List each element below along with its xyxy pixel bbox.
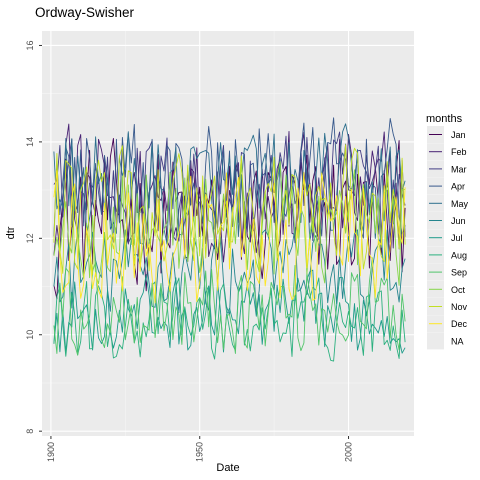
x-axis-title: Date: [216, 462, 239, 474]
series-lines: [53, 117, 406, 362]
legend-label-dec: Dec: [451, 319, 468, 329]
x-tick-label: 1950: [195, 442, 205, 462]
y-tick-label: 10: [25, 330, 35, 340]
legend-label-oct: Oct: [451, 285, 466, 295]
y-tick-label: 14: [25, 137, 35, 147]
legend-label-sep: Sep: [451, 268, 467, 278]
legend-label-feb: Feb: [451, 147, 467, 157]
y-tick-label: 12: [25, 233, 35, 243]
legend-label-na: NA: [451, 336, 464, 346]
legend-label-jun: Jun: [451, 216, 466, 226]
legend-items: Jan Feb Mar Apr May Jun Jul Aug Sep Oct Nov Dec NA: [427, 126, 469, 350]
chart-title: Ordway-Swisher: [35, 5, 135, 20]
series-line-aug: [53, 277, 406, 362]
y-axis-title: dtr: [5, 226, 17, 239]
x-axis-ticks: 1900 1950 2000: [46, 436, 354, 462]
y-axis-ticks: 8 10 12 14 16: [25, 40, 42, 434]
legend-key: [427, 332, 444, 350]
legend-label-nov: Nov: [451, 302, 468, 312]
series-line-jan: [53, 138, 406, 300]
y-tick-label: 8: [25, 429, 35, 434]
legend-label-jul: Jul: [451, 233, 463, 243]
x-tick-label: 1900: [46, 442, 56, 462]
legend-label-mar: Mar: [451, 164, 467, 174]
legend-label-jan: Jan: [451, 130, 466, 140]
series-line-dec: [53, 170, 406, 304]
legend-label-apr: Apr: [451, 182, 465, 192]
y-tick-label: 16: [25, 40, 35, 50]
legend: months Jan Feb Mar Apr May Jun Jul Aug Sep Oct Nov…: [426, 113, 469, 350]
legend-title: months: [426, 113, 463, 125]
series-line-nov: [53, 144, 406, 276]
legend-label-aug: Aug: [451, 250, 467, 260]
legend-label-may: May: [451, 199, 469, 209]
series-line-sep: [53, 257, 406, 356]
x-tick-label: 2000: [344, 442, 354, 462]
